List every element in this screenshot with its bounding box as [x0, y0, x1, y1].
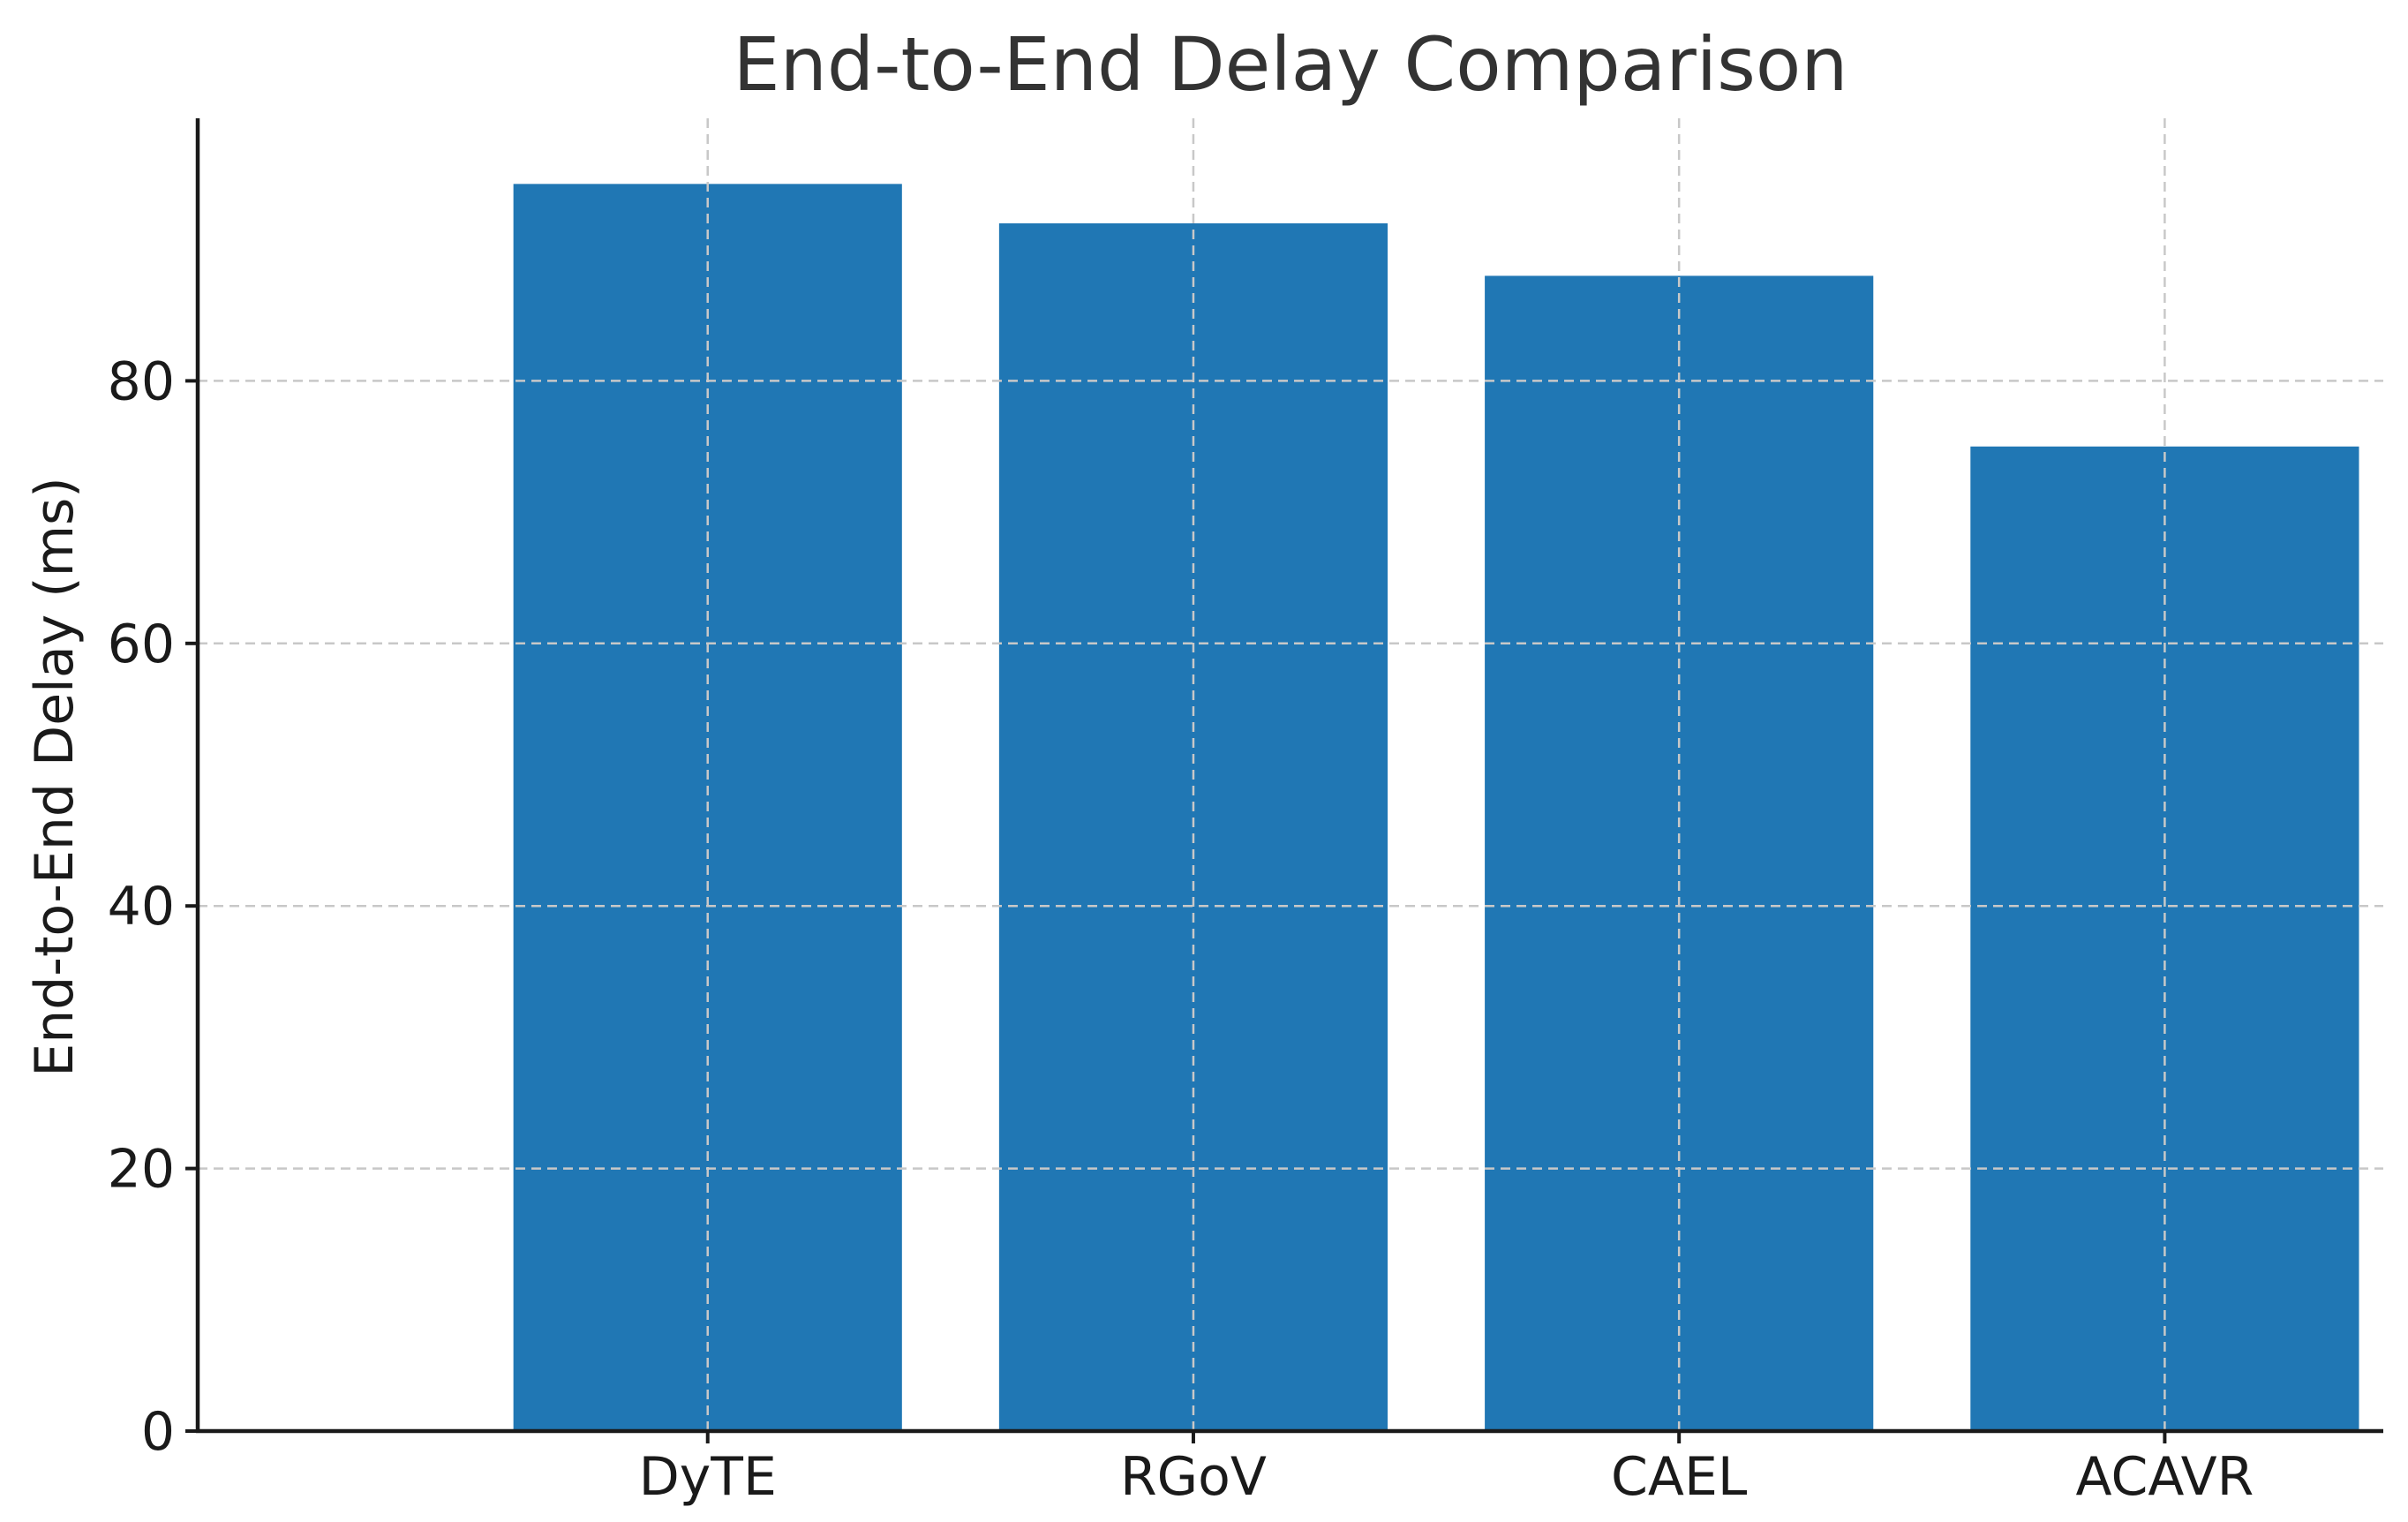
- x-tick-label: DyTE: [639, 1446, 777, 1508]
- y-axis-label: End-to-End Delay (ms): [24, 477, 86, 1076]
- y-tick-label: 60: [108, 614, 175, 675]
- x-tick-label: ACAVR: [2075, 1446, 2254, 1508]
- grid: [198, 118, 2383, 1431]
- ticks: 0 20 40 60 80 DyTE RGoV CAEL ACAVR: [108, 350, 2254, 1508]
- chart-title: End-to-End Delay Comparison: [734, 21, 1848, 108]
- axes: [195, 118, 2383, 1434]
- y-tick-label: 20: [108, 1139, 175, 1201]
- x-tick-label: RGoV: [1120, 1446, 1267, 1508]
- y-tick-label: 0: [141, 1401, 175, 1463]
- x-tick-label: CAEL: [1611, 1446, 1748, 1508]
- y-tick-label: 40: [108, 876, 175, 938]
- y-tick-label: 80: [108, 350, 175, 412]
